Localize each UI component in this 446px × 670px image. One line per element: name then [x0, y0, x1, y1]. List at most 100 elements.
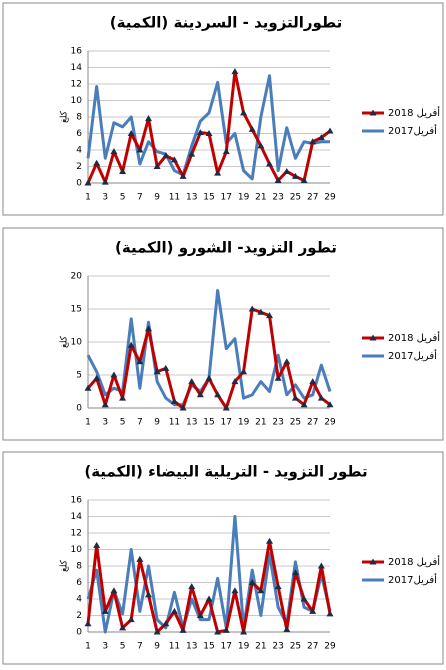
point-marker — [119, 394, 127, 401]
point-marker — [257, 308, 265, 315]
y-tick-label: 0 — [76, 404, 82, 414]
point-marker — [326, 610, 334, 617]
y-tick-label: 10 — [71, 545, 83, 555]
point-marker — [214, 628, 222, 635]
x-tick-label: 25 — [290, 193, 301, 203]
x-tick-label: 9 — [154, 418, 160, 428]
point-marker — [309, 138, 317, 145]
point-marker — [326, 401, 334, 408]
x-tick-label: 11 — [169, 193, 180, 203]
point-marker — [300, 595, 308, 602]
legend-marker — [369, 558, 377, 565]
chart-title: تطورالتزويد - السردينة (الكمية) — [110, 14, 342, 32]
point-marker — [170, 397, 178, 404]
point-marker — [248, 125, 256, 132]
legend-marker — [369, 334, 377, 341]
point-marker — [153, 628, 161, 635]
point-marker — [300, 401, 308, 408]
point-marker — [188, 378, 196, 385]
y-tick-label: 15 — [71, 305, 82, 315]
point-marker — [309, 607, 317, 614]
y-tick-label: 10 — [71, 338, 83, 348]
point-marker — [309, 378, 317, 385]
point-marker — [222, 148, 230, 155]
y-tick-label: 4 — [76, 595, 82, 605]
x-tick-label: 15 — [203, 193, 214, 203]
point-marker — [266, 537, 273, 544]
point-marker — [145, 115, 152, 122]
point-marker — [205, 130, 213, 136]
point-marker — [127, 341, 135, 348]
x-tick-label: 19 — [238, 642, 250, 652]
x-tick-label: 17 — [221, 193, 232, 203]
x-tick-label: 7 — [137, 418, 143, 428]
y-tick-label: 5 — [76, 371, 82, 381]
y-tick-label: 12 — [71, 529, 82, 539]
point-marker — [127, 616, 135, 623]
x-tick-label: 27 — [307, 193, 318, 203]
point-marker — [162, 152, 170, 159]
point-marker — [240, 628, 248, 635]
x-tick-label: 1 — [85, 193, 91, 203]
point-marker — [93, 541, 101, 548]
point-marker — [170, 156, 178, 163]
point-marker — [231, 587, 239, 594]
y-tick-label: 8 — [76, 113, 82, 123]
point-marker — [188, 150, 196, 157]
point-marker — [162, 364, 170, 371]
x-tick-label: 29 — [324, 418, 336, 428]
point-marker — [291, 394, 299, 401]
point-marker — [214, 391, 222, 398]
point-marker — [84, 620, 92, 627]
x-tick-label: 1 — [85, 418, 91, 428]
point-marker — [93, 374, 101, 381]
legend-label: أفريل2017 — [388, 124, 437, 137]
x-tick-label: 29 — [324, 193, 336, 203]
x-tick-label: 25 — [290, 418, 301, 428]
point-marker — [145, 325, 152, 332]
point-marker — [196, 612, 204, 618]
y-tick-label: 12 — [71, 80, 82, 90]
x-tick-label: 9 — [154, 642, 160, 652]
x-tick-label: 21 — [255, 193, 266, 203]
point-marker — [266, 160, 273, 167]
point-marker — [222, 404, 230, 411]
legend-label: أفريل 2018 — [388, 555, 440, 568]
y-tick-label: 0 — [76, 179, 82, 189]
legend-label: أفريل 2018 — [388, 331, 440, 344]
point-marker — [283, 626, 291, 633]
point-marker — [84, 179, 92, 186]
y-tick-label: 20 — [71, 272, 83, 282]
point-marker — [127, 130, 135, 136]
point-marker — [291, 569, 299, 576]
x-tick-label: 19 — [238, 193, 250, 203]
chart-title: تطور التزويد - التريلية البيضاء (الكمية) — [84, 463, 367, 481]
y-tick-label: 16 — [71, 496, 83, 506]
point-marker — [266, 312, 273, 319]
y-axis-label: كلغ — [60, 559, 70, 572]
point-marker — [257, 587, 265, 594]
point-marker — [136, 555, 144, 562]
x-tick-label: 25 — [290, 642, 301, 652]
y-tick-label: 14 — [71, 63, 83, 73]
point-marker — [240, 368, 248, 375]
point-marker — [196, 129, 204, 136]
point-marker — [153, 163, 161, 169]
x-tick-label: 21 — [255, 642, 266, 652]
x-tick-label: 21 — [255, 418, 266, 428]
x-tick-label: 27 — [307, 418, 318, 428]
x-tick-label: 23 — [272, 193, 283, 203]
x-tick-label: 23 — [272, 418, 283, 428]
point-marker — [179, 404, 187, 411]
x-tick-label: 23 — [272, 642, 283, 652]
panel-border — [2, 2, 444, 216]
x-tick-label: 3 — [102, 418, 108, 428]
legend-label: أفريل2017 — [388, 573, 437, 586]
point-marker — [93, 159, 101, 166]
point-marker — [179, 626, 187, 633]
x-tick-label: 15 — [203, 418, 214, 428]
point-marker — [101, 401, 109, 408]
point-marker — [274, 374, 282, 381]
